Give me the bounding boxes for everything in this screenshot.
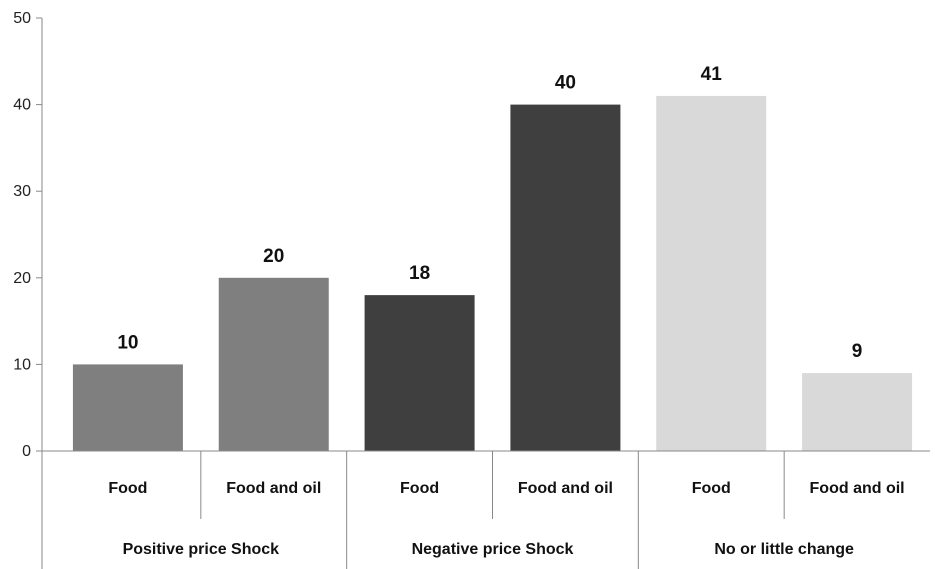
data-label: 40 — [555, 73, 576, 94]
x-axis: Food Food and oil Positive price Shock Food… — [42, 450, 930, 569]
y-axis: 0 10 20 30 40 50 — [13, 10, 43, 569]
group-label: Negative price Shock — [412, 541, 574, 558]
bar — [72, 364, 183, 451]
category-label: Food and oil — [518, 480, 613, 497]
bars — [72, 95, 913, 451]
y-tick-label: 10 — [13, 356, 31, 373]
category-label: Food — [108, 480, 147, 497]
group-label: No or little change — [714, 541, 854, 558]
data-label: 41 — [701, 64, 723, 85]
bar — [510, 104, 621, 451]
category-label: Food and oil — [810, 480, 905, 497]
bar — [802, 373, 913, 451]
y-tick-label: 20 — [13, 270, 31, 287]
bar — [656, 95, 767, 451]
y-tick-label: 40 — [13, 97, 31, 114]
data-label: 10 — [117, 332, 138, 353]
y-tick-label: 50 — [13, 10, 31, 27]
data-label: 20 — [263, 246, 284, 267]
y-tick-label: 30 — [13, 183, 31, 200]
category-label: Food — [692, 480, 731, 497]
group-label: Positive price Shock — [123, 541, 280, 558]
data-label: 9 — [852, 341, 863, 362]
category-label: Food and oil — [226, 480, 321, 497]
bar — [364, 295, 475, 451]
category-label: Food — [400, 480, 439, 497]
data-label: 18 — [409, 263, 430, 284]
bar — [218, 277, 329, 451]
data-labels: 10 20 18 40 41 9 — [117, 64, 862, 362]
y-tick-label: 0 — [22, 443, 31, 460]
